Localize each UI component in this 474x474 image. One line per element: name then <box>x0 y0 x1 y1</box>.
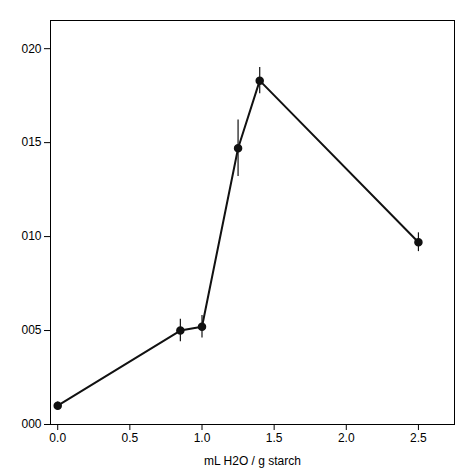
svg-text:2.5: 2.5 <box>410 431 427 445</box>
svg-text:020: 020 <box>21 42 41 56</box>
svg-text:mL H2O / g starch: mL H2O / g starch <box>204 454 301 468</box>
svg-text:1.5: 1.5 <box>266 431 283 445</box>
svg-text:000: 000 <box>21 417 41 431</box>
svg-text:005: 005 <box>21 323 41 337</box>
svg-text:0.5: 0.5 <box>122 431 139 445</box>
svg-text:015: 015 <box>21 135 41 149</box>
svg-text:0.0: 0.0 <box>49 431 66 445</box>
svg-text:1.0: 1.0 <box>194 431 211 445</box>
svg-text:2.0: 2.0 <box>338 431 355 445</box>
svg-text:010: 010 <box>21 229 41 243</box>
